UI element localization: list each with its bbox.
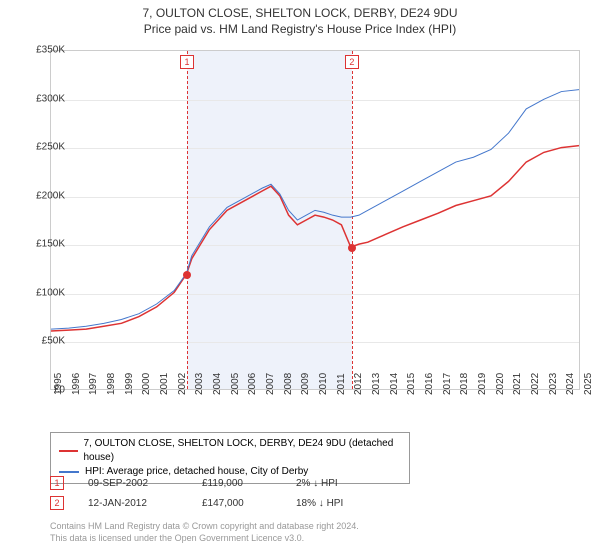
y-axis-label: £50K [42, 336, 65, 347]
x-axis-label: 2002 [177, 373, 188, 395]
legend-swatch [59, 450, 78, 452]
line-canvas [51, 51, 579, 389]
chart-subtitle: Price paid vs. HM Land Registry's House … [0, 22, 600, 36]
legend-swatch [59, 471, 79, 473]
transaction-list: 1 09-SEP-2002 £119,000 2% ↓ HPI 2 12-JAN-2012… [50, 476, 386, 516]
x-axis-label: 2017 [442, 373, 453, 395]
x-axis-label: 2011 [336, 373, 347, 395]
y-axis-label: £350K [36, 45, 65, 56]
x-axis-label: 2010 [318, 373, 329, 395]
x-axis-label: 1996 [71, 373, 82, 395]
x-axis-label: 2004 [212, 373, 223, 395]
x-axis-label: 2008 [283, 373, 294, 395]
x-axis-label: 2000 [141, 373, 152, 395]
y-axis-label: £100K [36, 287, 65, 298]
x-axis-label: 2019 [477, 373, 488, 395]
y-axis-label: £300K [36, 93, 65, 104]
series-hpi [51, 90, 579, 329]
x-axis-label: 2021 [512, 373, 523, 395]
x-axis-label: 2018 [459, 373, 470, 395]
transaction-diff: 2% ↓ HPI [296, 478, 386, 489]
x-axis-label: 2023 [548, 373, 559, 395]
x-axis-label: 2014 [389, 373, 400, 395]
x-axis-label: 2009 [300, 373, 311, 395]
x-axis-label: 2012 [353, 373, 364, 395]
attribution-footer: Contains HM Land Registry data © Crown c… [50, 520, 359, 544]
transaction-price: £147,000 [202, 498, 272, 509]
x-axis-label: 2022 [530, 373, 541, 395]
x-axis-label: 2003 [194, 373, 205, 395]
y-axis-label: £200K [36, 190, 65, 201]
chart-title: 7, OULTON CLOSE, SHELTON LOCK, DERBY, DE… [0, 6, 600, 20]
transaction-point [183, 271, 191, 279]
plot-area: 12 [50, 50, 580, 390]
y-axis-label: £150K [36, 239, 65, 250]
x-axis-label: 1995 [53, 373, 64, 395]
x-axis-label: 1998 [106, 373, 117, 395]
x-axis-label: 2013 [371, 373, 382, 395]
transaction-marker: 2 [345, 55, 359, 69]
x-axis-label: 2007 [265, 373, 276, 395]
x-axis-label: 2025 [583, 373, 594, 395]
legend-label: 7, OULTON CLOSE, SHELTON LOCK, DERBY, DE… [84, 437, 402, 465]
x-axis-label: 2020 [495, 373, 506, 395]
transaction-index: 2 [50, 496, 64, 510]
transaction-diff: 18% ↓ HPI [296, 498, 386, 509]
transaction-row: 1 09-SEP-2002 £119,000 2% ↓ HPI [50, 476, 386, 490]
transaction-price: £119,000 [202, 478, 272, 489]
chart-container: { "titles": { "main": "7, OULTON CLOSE, … [0, 0, 600, 560]
transaction-point [348, 244, 356, 252]
footer-line-2: This data is licensed under the Open Gov… [50, 532, 359, 544]
y-axis-label: £250K [36, 142, 65, 153]
legend-item: 7, OULTON CLOSE, SHELTON LOCK, DERBY, DE… [59, 437, 401, 465]
transaction-row: 2 12-JAN-2012 £147,000 18% ↓ HPI [50, 496, 386, 510]
transaction-date: 09-SEP-2002 [88, 478, 178, 489]
series-price_paid [51, 146, 579, 331]
transaction-marker: 1 [180, 55, 194, 69]
x-axis-label: 2006 [247, 373, 258, 395]
x-axis-label: 1999 [124, 373, 135, 395]
x-axis-label: 2016 [424, 373, 435, 395]
x-axis-label: 2024 [565, 373, 576, 395]
transaction-date: 12-JAN-2012 [88, 498, 178, 509]
x-axis-label: 2001 [159, 373, 170, 395]
footer-line-1: Contains HM Land Registry data © Crown c… [50, 520, 359, 532]
x-axis-label: 1997 [88, 373, 99, 395]
x-axis-label: 2015 [406, 373, 417, 395]
x-axis-label: 2005 [230, 373, 241, 395]
transaction-index: 1 [50, 476, 64, 490]
